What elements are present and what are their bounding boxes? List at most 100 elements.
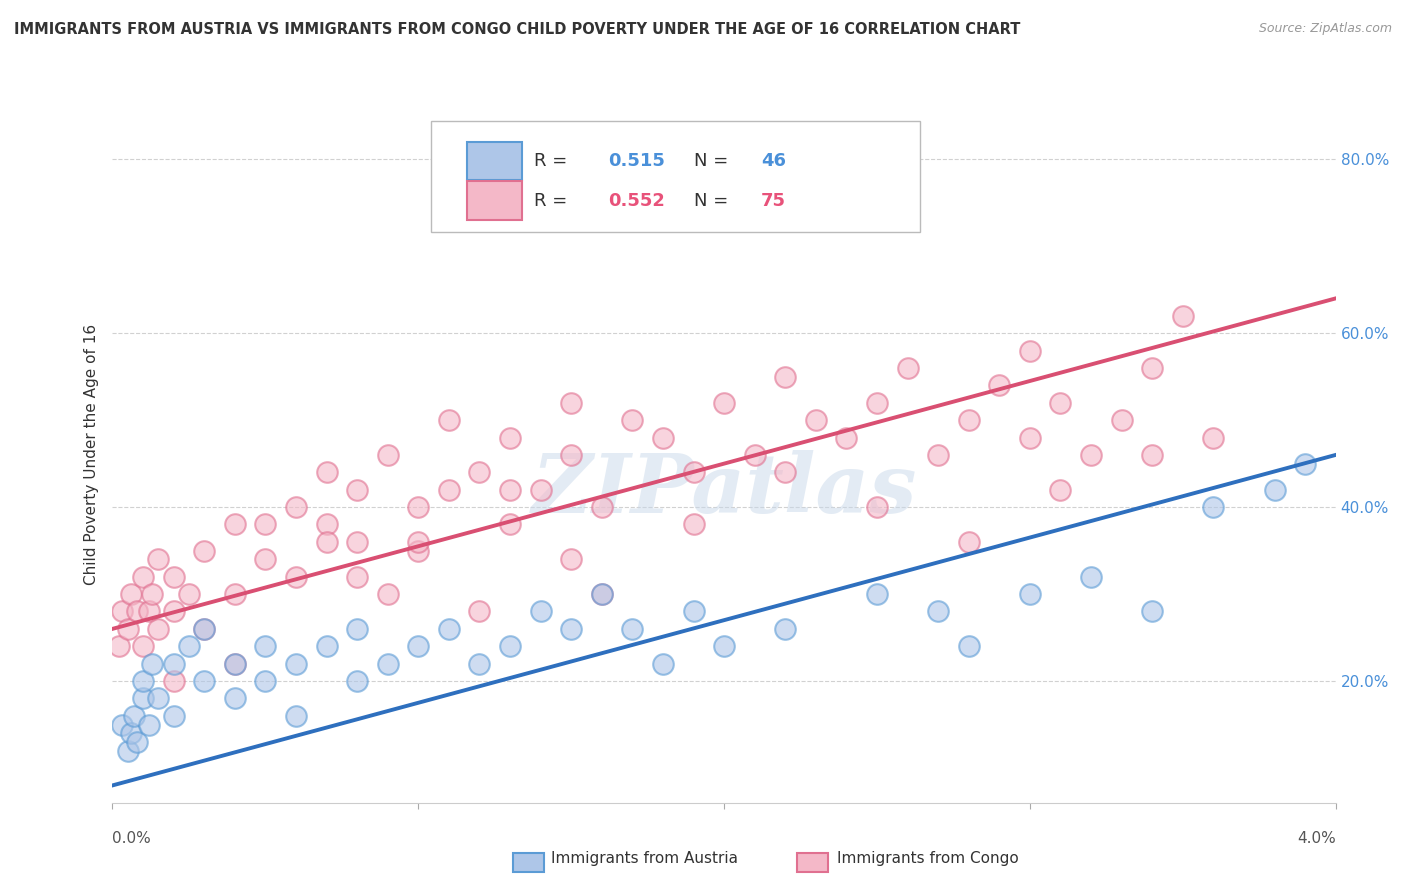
Point	[560, 448, 582, 462]
Point	[988, 378, 1011, 392]
Point	[773, 466, 796, 480]
Bar	[467, 181, 522, 219]
Point	[284, 569, 308, 583]
Point	[713, 639, 735, 653]
Point	[193, 622, 215, 636]
Point	[1202, 500, 1225, 514]
Point	[148, 552, 170, 566]
Point	[346, 534, 368, 549]
Point	[193, 543, 215, 558]
Point	[117, 622, 139, 636]
Text: N =: N =	[693, 192, 734, 210]
Point	[224, 657, 246, 671]
Point	[897, 360, 920, 375]
Point	[408, 534, 430, 549]
Point	[957, 534, 980, 549]
Point	[408, 543, 430, 558]
Point	[315, 534, 337, 549]
Point	[1202, 430, 1225, 444]
Point	[163, 605, 186, 619]
Point	[1111, 413, 1133, 427]
Point	[138, 605, 160, 619]
Point	[1049, 395, 1071, 409]
Point	[163, 569, 186, 583]
Point	[163, 708, 186, 723]
Point	[193, 622, 215, 636]
Point	[125, 735, 148, 749]
Point	[1142, 360, 1164, 375]
Point	[499, 430, 522, 444]
Point	[682, 605, 704, 619]
Point	[621, 413, 644, 427]
Point	[120, 587, 142, 601]
Point	[1171, 309, 1194, 323]
Point	[122, 708, 145, 723]
Point	[957, 639, 980, 653]
Point	[377, 587, 399, 601]
Point	[254, 639, 277, 653]
Point	[315, 517, 337, 532]
Point	[1080, 448, 1102, 462]
Text: 4.0%: 4.0%	[1296, 831, 1336, 846]
Point	[773, 369, 796, 384]
Point	[1018, 587, 1040, 601]
Point	[377, 448, 399, 462]
Point	[163, 674, 186, 689]
Point	[591, 587, 613, 601]
Point	[560, 622, 582, 636]
Point	[529, 483, 551, 497]
Y-axis label: Child Poverty Under the Age of 16: Child Poverty Under the Age of 16	[83, 325, 98, 585]
Point	[377, 657, 399, 671]
Point	[835, 430, 858, 444]
Point	[284, 708, 308, 723]
Point	[346, 569, 368, 583]
Bar	[467, 142, 522, 180]
Text: Immigrants from Congo: Immigrants from Congo	[837, 851, 1018, 865]
Point	[408, 639, 430, 653]
Point	[468, 605, 491, 619]
Point	[148, 691, 170, 706]
Point	[254, 517, 277, 532]
Point	[1018, 430, 1040, 444]
Point	[315, 466, 337, 480]
Point	[148, 622, 170, 636]
Text: 0.552: 0.552	[607, 192, 665, 210]
Point	[346, 622, 368, 636]
Point	[744, 448, 766, 462]
Point	[560, 552, 582, 566]
Text: IMMIGRANTS FROM AUSTRIA VS IMMIGRANTS FROM CONGO CHILD POVERTY UNDER THE AGE OF : IMMIGRANTS FROM AUSTRIA VS IMMIGRANTS FR…	[14, 22, 1021, 37]
Point	[132, 691, 155, 706]
Point	[254, 552, 277, 566]
Point	[682, 517, 704, 532]
Text: R =: R =	[534, 153, 574, 170]
Point	[107, 639, 129, 653]
Point	[591, 587, 613, 601]
Text: 46: 46	[761, 153, 786, 170]
Point	[1294, 457, 1316, 471]
Text: N =: N =	[693, 153, 734, 170]
Point	[560, 395, 582, 409]
Text: ZIPatlas: ZIPatlas	[531, 450, 917, 530]
Point	[927, 605, 949, 619]
Point	[224, 517, 246, 532]
Point	[111, 717, 134, 731]
Point	[346, 674, 368, 689]
Point	[224, 691, 246, 706]
Text: Source: ZipAtlas.com: Source: ZipAtlas.com	[1258, 22, 1392, 36]
Point	[652, 430, 675, 444]
Point	[866, 500, 889, 514]
Point	[1018, 343, 1040, 358]
Point	[957, 413, 980, 427]
Point	[1264, 483, 1286, 497]
Point	[1080, 569, 1102, 583]
Point	[193, 674, 215, 689]
Point	[682, 466, 704, 480]
Point	[120, 726, 142, 740]
Point	[132, 674, 155, 689]
Point	[163, 657, 186, 671]
Point	[437, 622, 460, 636]
Point	[284, 657, 308, 671]
Point	[437, 413, 460, 427]
Point	[111, 605, 134, 619]
Point	[621, 622, 644, 636]
